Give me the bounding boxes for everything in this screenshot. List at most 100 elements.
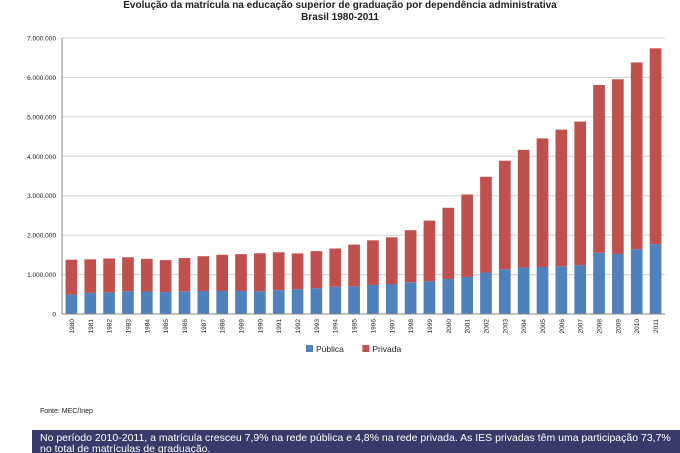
bar-publica <box>404 282 417 314</box>
bar-privada <box>272 252 285 291</box>
bar-privada <box>216 254 229 291</box>
bar-publica <box>178 291 191 314</box>
bar-privada <box>254 253 266 292</box>
bar-publica <box>103 292 115 314</box>
bar-publica <box>517 267 530 314</box>
bar-privada <box>385 237 398 285</box>
bar-publica <box>140 291 153 314</box>
bar-publica <box>480 272 492 314</box>
y-tick-label: 1.000.000 <box>27 272 56 279</box>
bar-privada <box>84 259 97 293</box>
bar-privada <box>630 62 643 250</box>
y-tick-label: 5.000.000 <box>27 114 56 121</box>
caption-banner: No período 2010-2011, a matrícula cresce… <box>32 430 680 453</box>
bar-privada <box>536 138 549 268</box>
legend-swatch-publica <box>306 345 313 352</box>
y-tick-label: 2.000.000 <box>27 233 56 240</box>
bar-publica <box>329 286 342 314</box>
bar-publica <box>367 284 379 314</box>
x-tick-label: 1993 <box>314 319 321 334</box>
x-tick-label: 1984 <box>144 319 151 334</box>
bar-privada <box>348 244 360 287</box>
x-tick-label: 2011 <box>653 319 660 333</box>
x-tick-label: 2006 <box>559 319 566 334</box>
bar-privada <box>329 248 342 287</box>
bar-privada <box>310 251 323 289</box>
bar-privada <box>593 85 605 253</box>
legend-label-publica: Pública <box>316 344 344 354</box>
bar-privada <box>65 259 78 295</box>
legend-swatch-privada <box>362 345 370 352</box>
bar-publica <box>649 244 662 314</box>
x-tick-label: 2009 <box>615 319 622 334</box>
bar-publica <box>498 269 511 314</box>
bar-publica <box>442 279 455 314</box>
y-tick-label: 0 <box>52 312 56 319</box>
bar-privada <box>103 258 115 293</box>
bar-privada <box>404 230 417 283</box>
bars <box>65 48 662 314</box>
x-tick-label: 1999 <box>427 319 434 334</box>
bar-publica <box>630 249 643 314</box>
x-tick-label: 1981 <box>88 319 95 334</box>
x-tick-label: 1990 <box>257 319 264 334</box>
x-tick-label: 2008 <box>597 319 604 334</box>
bar-privada <box>480 176 492 273</box>
bar-publica <box>423 281 436 314</box>
bar-publica <box>385 284 398 314</box>
bar-publica <box>235 290 247 314</box>
bar-privada <box>555 129 568 267</box>
bar-publica <box>612 253 624 314</box>
chart-title: Evolução da matrícula na educação superi… <box>123 0 557 11</box>
x-tick-label: 1995 <box>352 319 359 334</box>
x-tick-label: 1989 <box>239 319 246 334</box>
bar-publica <box>593 252 605 314</box>
bar-privada <box>197 256 210 291</box>
bar-publica <box>254 291 266 314</box>
x-tick-label: 1983 <box>125 319 132 334</box>
bar-publica <box>310 288 323 314</box>
x-tick-label: 2005 <box>540 319 547 334</box>
bar-publica <box>461 276 473 314</box>
bar-publica <box>197 290 210 314</box>
bar-privada <box>517 149 530 268</box>
x-tick-label: 1982 <box>107 319 114 334</box>
y-tick-label: 7.000.000 <box>27 36 56 43</box>
bar-publica <box>159 292 172 314</box>
bar-publica <box>122 291 134 314</box>
x-tick-label: 2000 <box>446 319 453 334</box>
chart: 0 1.000.000 2.000.000 3.000.000 4.000.000 5.0… <box>27 36 665 354</box>
bar-privada <box>140 258 153 292</box>
x-tick-label: 1985 <box>163 319 170 334</box>
axes: 0 1.000.000 2.000.000 3.000.000 4.000.000 5.0… <box>27 36 665 334</box>
bar-publica <box>84 292 97 314</box>
x-tick-label: 2002 <box>483 319 490 334</box>
bar-privada <box>498 160 511 270</box>
bar-privada <box>442 207 455 280</box>
bar-privada <box>574 121 587 266</box>
x-tick-label: 2001 <box>465 319 472 334</box>
x-tick-label: 1986 <box>182 319 189 334</box>
bar-privada <box>122 257 134 292</box>
x-tick-label: 2003 <box>502 319 509 334</box>
x-tick-label: 2007 <box>578 319 585 334</box>
bar-privada <box>461 194 473 277</box>
legend: Pública Privada <box>306 344 401 354</box>
x-tick-label: 1980 <box>69 319 76 334</box>
y-tick-label: 6.000.000 <box>27 75 56 82</box>
source-note: Fonte: MEC/Inep <box>40 408 93 415</box>
bar-privada <box>235 254 247 291</box>
x-tick-label: 1998 <box>408 319 415 334</box>
y-tick-label: 3.000.000 <box>27 193 56 200</box>
bar-publica <box>216 290 229 314</box>
x-tick-label: 1996 <box>370 319 377 334</box>
bar-privada <box>178 258 191 292</box>
bar-publica <box>348 286 360 314</box>
bar-privada <box>291 253 304 290</box>
legend-label-privada: Privada <box>372 344 401 354</box>
bar-privada <box>612 79 624 254</box>
x-tick-label: 1991 <box>276 319 283 334</box>
x-tick-label: 1994 <box>333 319 340 334</box>
bar-privada <box>159 260 172 293</box>
chart-subtitle: Brasil 1980-2011 <box>301 12 379 23</box>
